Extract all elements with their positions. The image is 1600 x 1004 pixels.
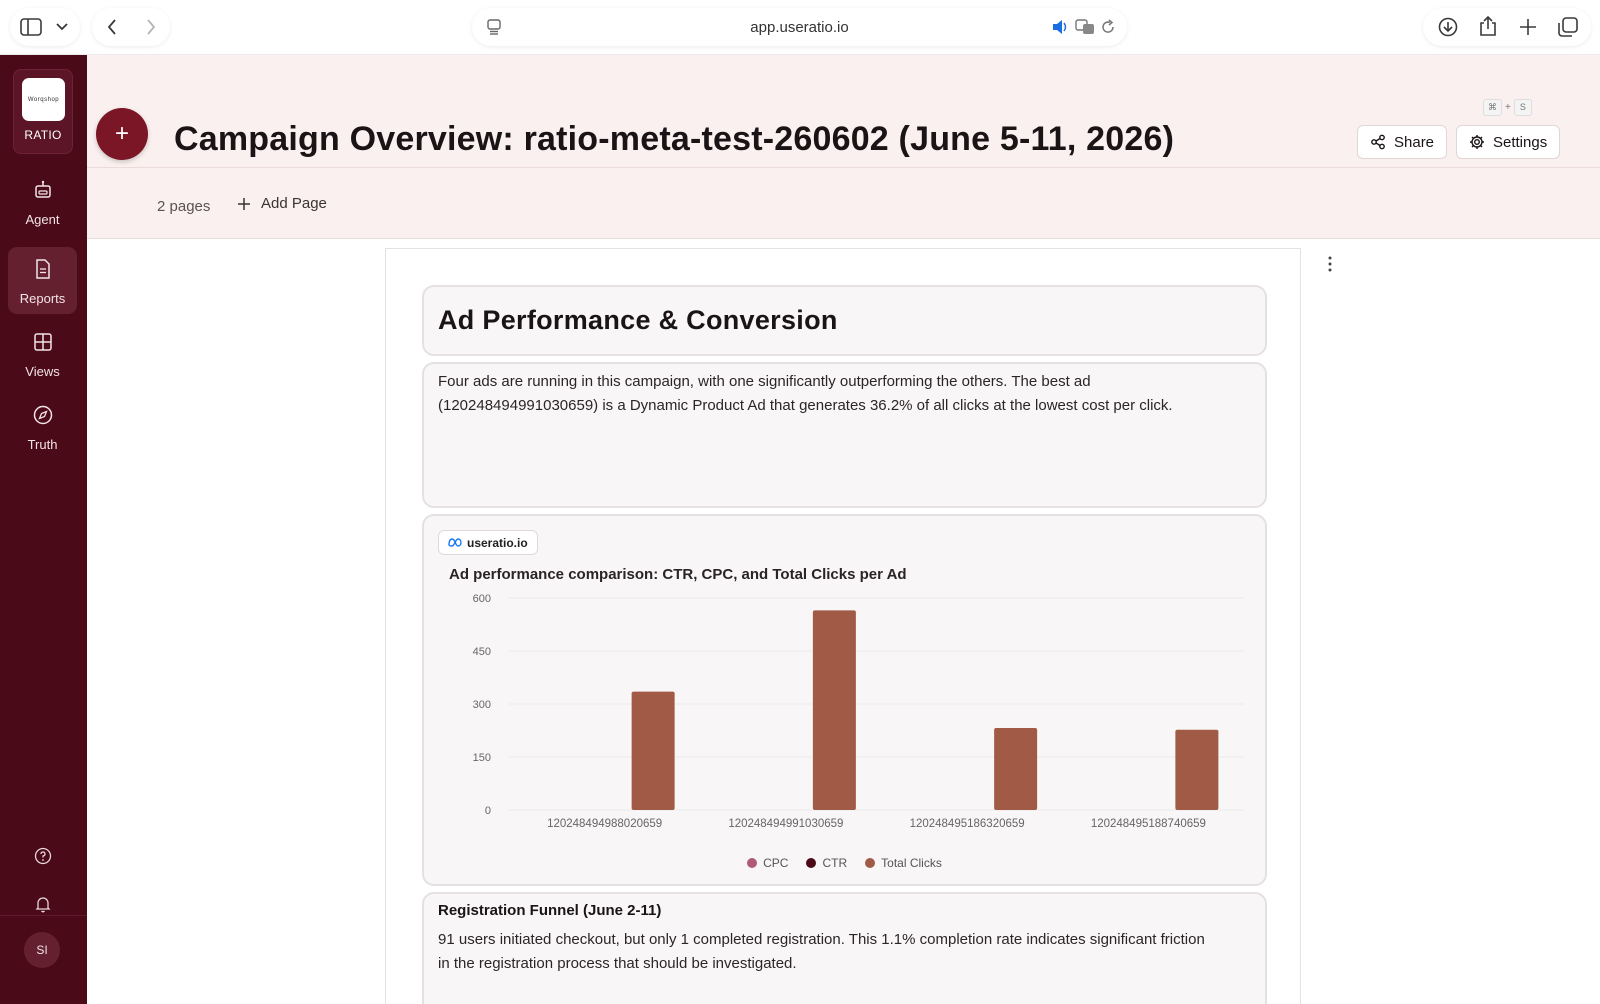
- grid-icon: [34, 333, 52, 351]
- registration-funnel-card[interactable]: Registration Funnel (June 2-11) 91 users…: [422, 892, 1267, 1004]
- report-header: + Campaign Overview: ratio-meta-test-260…: [87, 55, 1600, 168]
- section-title-card[interactable]: Ad Performance & Conversion: [422, 285, 1267, 356]
- funnel-line-2: in the registration process that should …: [438, 955, 797, 972]
- document-icon: [36, 259, 50, 279]
- sidebar-item-label: Views: [25, 364, 60, 379]
- sidebar-item-truth[interactable]: Truth: [8, 393, 77, 460]
- speaker-icon[interactable]: [1052, 19, 1070, 40]
- share-page-icon[interactable]: [1476, 14, 1500, 38]
- gear-icon: [1470, 135, 1484, 149]
- browser-toolbar: app.useratio.io: [0, 0, 1600, 55]
- chart-card[interactable]: useratio.io Ad performance comparison: C…: [422, 514, 1267, 886]
- page-title: Campaign Overview: ratio-meta-test-26060…: [174, 120, 1175, 158]
- x-tick-label: 120248495186320659: [910, 818, 1025, 830]
- legend-swatch: [747, 858, 758, 868]
- legend-label: CTR: [822, 856, 848, 870]
- add-page-label: Add Page: [261, 195, 327, 212]
- bar-total-clicks: [1175, 729, 1219, 810]
- y-tick-label: 300: [473, 699, 491, 711]
- robot-icon: [35, 180, 51, 198]
- funnel-line-1: 91 users initiated checkout, but only 1 …: [438, 931, 1205, 948]
- sidebar-item-agent[interactable]: Agent: [8, 168, 77, 235]
- shortcut-key-s: S: [1513, 99, 1532, 116]
- x-tick-label: 120248494988020659: [547, 818, 662, 830]
- report-page: Ad Performance & Conversion Four ads are…: [385, 248, 1301, 1004]
- plus-icon: [238, 197, 250, 210]
- shortcut-plus: +: [1505, 102, 1511, 113]
- help-icon[interactable]: [34, 847, 52, 865]
- bar-chart: 0 150 300 450 600 120248494988020659 120248494…: [473, 593, 1244, 830]
- legend-item-cpc[interactable]: CPC: [747, 856, 788, 870]
- x-tick-label: 120248494991030659: [728, 818, 843, 830]
- sidebar-toggle-icon[interactable]: [18, 15, 44, 39]
- more-options-icon[interactable]: [1327, 256, 1333, 272]
- sidebar-item-reports[interactable]: Reports: [8, 247, 77, 314]
- bar-total-clicks: [812, 610, 856, 810]
- legend-item-ctr[interactable]: CTR: [806, 856, 847, 870]
- sidebar-divider: [0, 915, 87, 916]
- y-tick-label: 600: [473, 593, 491, 605]
- shortcut-key-command: ⌘: [1483, 99, 1502, 116]
- nav-button-group: [92, 8, 170, 46]
- sidebar-item-label: Agent: [25, 212, 60, 227]
- download-icon[interactable]: [1436, 15, 1460, 39]
- address-bar[interactable]: app.useratio.io: [472, 8, 1127, 46]
- share-button[interactable]: Share: [1357, 125, 1448, 159]
- legend-label: CPC: [763, 856, 789, 870]
- chevron-down-icon[interactable]: [52, 15, 72, 39]
- sidebar-item-views[interactable]: Views: [8, 320, 77, 387]
- brand-block[interactable]: Worqshop RATIO: [13, 69, 73, 154]
- x-tick-label: 120248495188740659: [1091, 818, 1206, 830]
- summary-line-2: (120248494991030659) is a Dynamic Produc…: [438, 397, 1173, 414]
- avatar[interactable]: SI: [24, 932, 60, 968]
- back-icon[interactable]: [100, 15, 124, 39]
- summary-line-1: Four ads are running in this campaign, w…: [438, 373, 1091, 390]
- new-tab-icon[interactable]: [1516, 15, 1540, 39]
- brand-logo: Worqshop: [22, 78, 65, 121]
- section-title: Ad Performance & Conversion: [438, 305, 838, 335]
- source-chip[interactable]: useratio.io: [438, 530, 538, 555]
- reader-icon[interactable]: [486, 19, 502, 40]
- y-tick-label: 0: [485, 805, 491, 817]
- app-sidebar: Worqshop RATIO Agent Reports Views Truth…: [0, 55, 87, 1004]
- pages-count: 2 pages: [157, 198, 211, 215]
- bell-icon[interactable]: [34, 895, 52, 913]
- bar-total-clicks: [631, 691, 675, 810]
- y-tick-label: 450: [473, 646, 491, 658]
- legend-swatch: [865, 858, 876, 868]
- compass-icon: [33, 405, 53, 425]
- share-icon: [1371, 134, 1385, 150]
- create-button[interactable]: +: [96, 108, 148, 160]
- legend-label: Total Clicks: [881, 856, 942, 870]
- source-chip-label: useratio.io: [467, 535, 528, 550]
- translate-icon[interactable]: [1075, 19, 1095, 40]
- brand-name: RATIO: [24, 128, 62, 142]
- funnel-title: Registration Funnel (June 2-11): [438, 902, 662, 919]
- settings-button[interactable]: Settings: [1456, 125, 1561, 159]
- bar-total-clicks: [994, 728, 1038, 810]
- tabs-overview-icon[interactable]: [1556, 15, 1580, 39]
- keyboard-shortcut-hint: ⌘ + S: [1483, 99, 1532, 116]
- legend-item-total-clicks[interactable]: Total Clicks: [865, 856, 942, 870]
- chart-title: Ad performance comparison: CTR, CPC, and…: [449, 566, 907, 583]
- sidebar-item-label: Truth: [27, 437, 58, 452]
- pages-bar: 2 pages Add Page: [87, 168, 1600, 239]
- url-text: app.useratio.io: [750, 19, 849, 36]
- summary-card[interactable]: Four ads are running in this campaign, w…: [422, 362, 1267, 508]
- sidebar-item-label: Reports: [19, 291, 66, 306]
- settings-button-label: Settings: [1493, 133, 1548, 151]
- meta-logo-icon: [448, 538, 462, 547]
- chart-legend: CPC CTR Total Clicks: [424, 856, 1265, 870]
- add-page-button[interactable]: Add Page: [237, 195, 327, 212]
- legend-swatch: [806, 858, 817, 868]
- reload-icon[interactable]: [1100, 19, 1116, 40]
- forward-icon[interactable]: [139, 15, 163, 39]
- share-button-label: Share: [1394, 133, 1435, 151]
- y-tick-label: 150: [473, 752, 491, 764]
